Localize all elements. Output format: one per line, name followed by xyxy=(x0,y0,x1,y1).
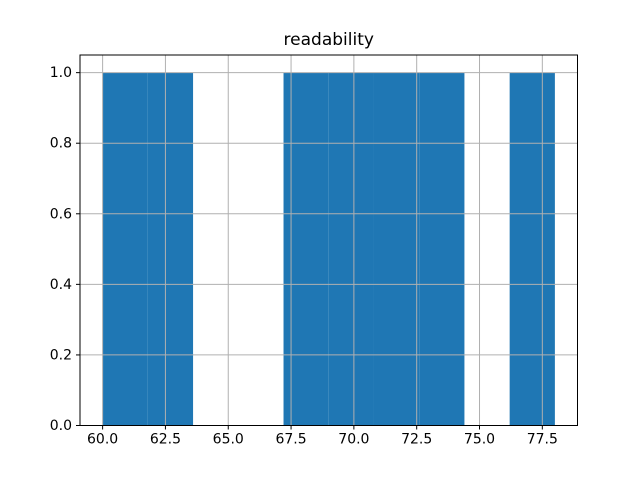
histogram-bar xyxy=(509,72,555,426)
axes-border xyxy=(79,54,578,426)
histogram-bar xyxy=(147,72,194,426)
histogram-bar xyxy=(373,72,420,426)
y-tick-label: 0.0 xyxy=(50,418,72,434)
x-tick-label: 77.5 xyxy=(527,432,558,448)
y-tick-label: 0.4 xyxy=(50,277,72,293)
x-tick-label: 60.0 xyxy=(87,432,118,448)
x-tick-label: 75.0 xyxy=(464,432,495,448)
chart-title: readability xyxy=(284,30,374,50)
y-tick-label: 0.6 xyxy=(50,206,72,222)
y-tick-label: 0.8 xyxy=(50,136,72,152)
histogram-bar xyxy=(328,72,374,426)
histogram-bar xyxy=(283,72,329,426)
x-tick-label: 62.5 xyxy=(150,432,181,448)
histogram-bar xyxy=(102,72,148,426)
x-tick-label: 67.5 xyxy=(275,432,306,448)
x-tick-label: 72.5 xyxy=(401,432,432,448)
x-tick-label: 70.0 xyxy=(338,432,369,448)
y-tick-label: 1.0 xyxy=(50,65,72,81)
x-tick-label: 65.0 xyxy=(213,432,244,448)
histogram-bar xyxy=(419,72,465,426)
y-tick-label: 0.2 xyxy=(50,347,72,363)
